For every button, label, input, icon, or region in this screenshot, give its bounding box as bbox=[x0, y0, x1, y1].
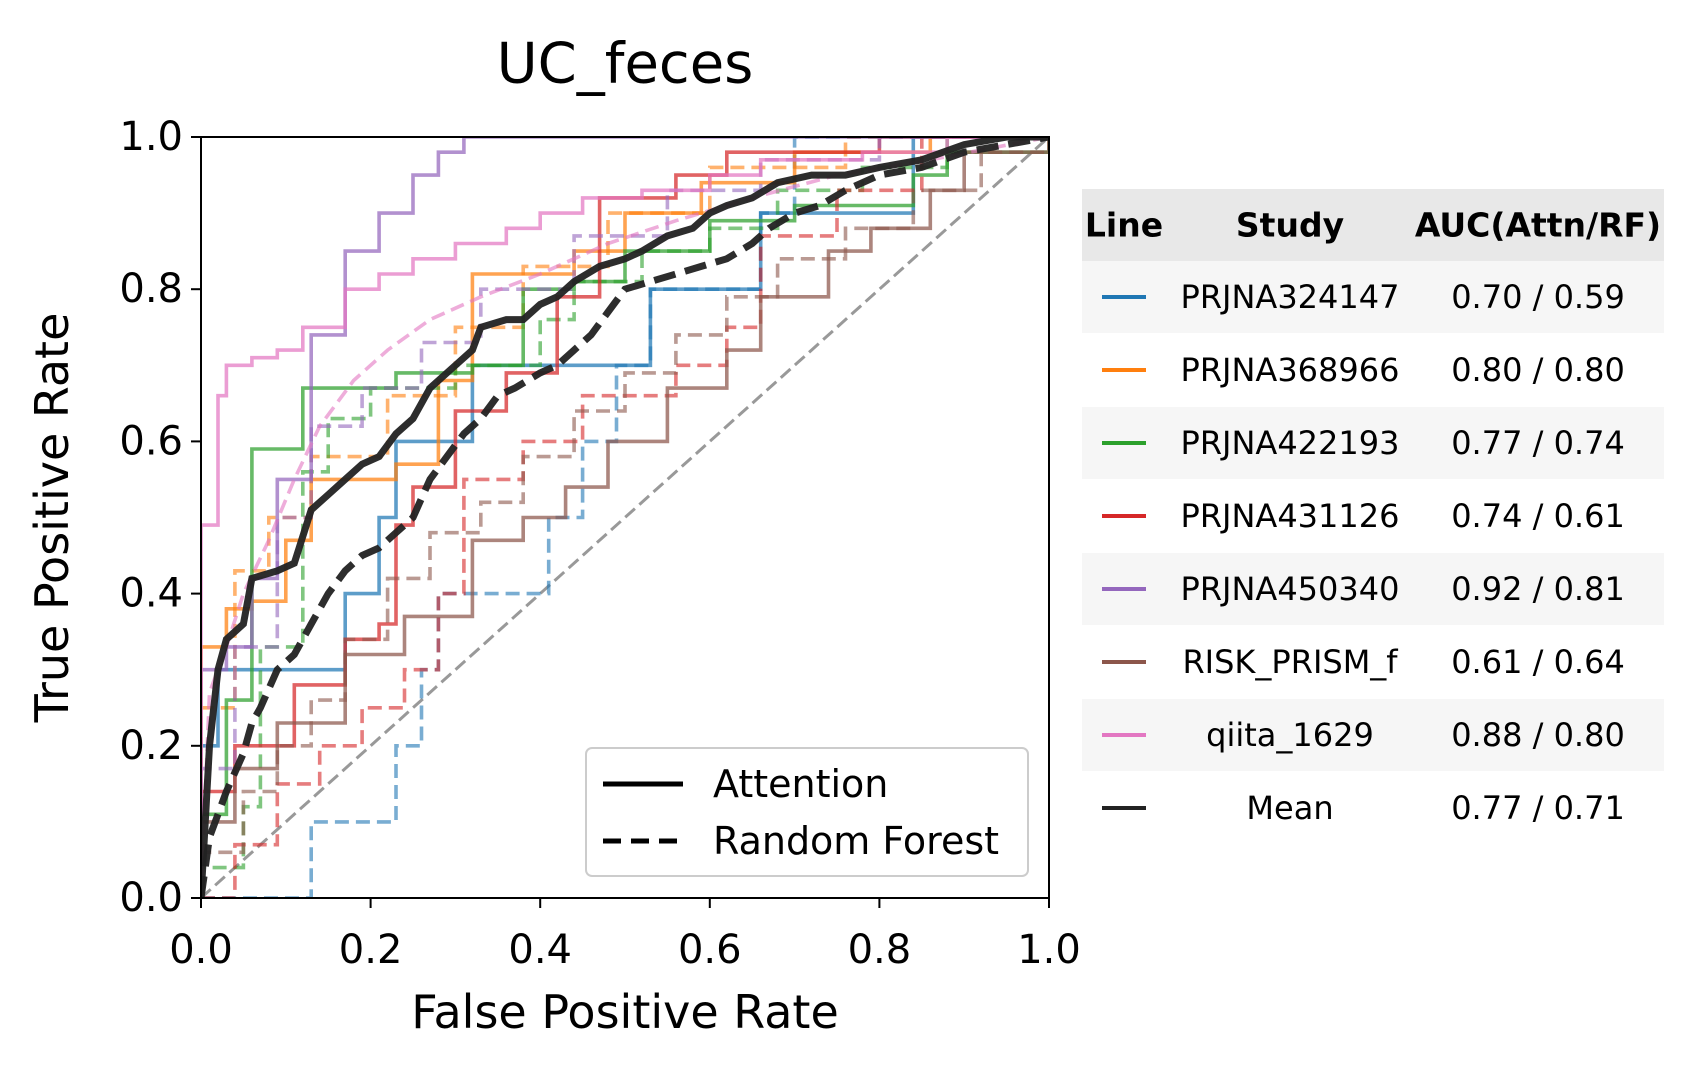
roc-curve-mean-attention bbox=[201, 137, 1049, 898]
legend-label: Random Forest bbox=[713, 819, 999, 863]
x-tick-label: 1.0 bbox=[1017, 927, 1081, 973]
table-header-cell: AUC(Attn/RF) bbox=[1415, 206, 1661, 245]
x-tick-label: 0.6 bbox=[678, 927, 742, 973]
table-auc-cell: 0.61 / 0.64 bbox=[1451, 643, 1625, 681]
y-tick-label: 1.0 bbox=[119, 114, 183, 160]
x-tick-label: 0.8 bbox=[848, 927, 912, 973]
table-auc-cell: 0.92 / 0.81 bbox=[1451, 570, 1625, 608]
table-auc-cell: 0.77 / 0.71 bbox=[1451, 789, 1625, 827]
table-row-bg bbox=[1082, 699, 1664, 771]
roc-curve-prjna431126-attention bbox=[201, 137, 1049, 898]
roc-curve-qiita-1629-random-forest bbox=[201, 137, 1049, 898]
table-auc-cell: 0.77 / 0.74 bbox=[1451, 424, 1625, 462]
table-row-bg bbox=[1082, 407, 1664, 479]
auc-table: Line Study AUC(Attn/RF) PRJNA324147 0.70 / 0… bbox=[1082, 189, 1664, 827]
y-tick-label: 0.6 bbox=[119, 418, 183, 464]
x-axis-label: False Positive Rate bbox=[411, 985, 839, 1039]
table-header-cell: Line bbox=[1085, 206, 1163, 245]
legend-frame bbox=[585, 747, 1029, 877]
y-tick-label: 0.0 bbox=[119, 875, 183, 921]
chart-title: UC_feces bbox=[497, 32, 754, 97]
table-study-cell: PRJNA324147 bbox=[1181, 278, 1400, 316]
table-study-cell: PRJNA422193 bbox=[1181, 424, 1400, 462]
table-study-cell: PRJNA431126 bbox=[1181, 497, 1400, 535]
x-tick-label: 0.2 bbox=[339, 927, 403, 973]
x-tick-label: 0.0 bbox=[169, 927, 233, 973]
table-header-cell: Study bbox=[1236, 206, 1344, 245]
table-study-cell: RISK_PRISM_f bbox=[1182, 643, 1398, 681]
x-tick-label: 0.4 bbox=[508, 927, 572, 973]
table-auc-cell: 0.88 / 0.80 bbox=[1451, 716, 1625, 754]
table-auc-cell: 0.74 / 0.61 bbox=[1451, 497, 1625, 535]
table-study-cell: PRJNA368966 bbox=[1181, 351, 1400, 389]
y-tick-label: 0.2 bbox=[119, 723, 183, 769]
roc-curve-mean-random-forest bbox=[201, 137, 1049, 898]
table-row-bg bbox=[1082, 261, 1664, 333]
y-tick-label: 0.4 bbox=[119, 571, 183, 617]
table-study-cell: PRJNA450340 bbox=[1181, 570, 1400, 608]
legend: Attention Random Forest bbox=[585, 747, 1029, 877]
curves-group bbox=[201, 137, 1049, 898]
table-auc-cell: 0.70 / 0.59 bbox=[1451, 278, 1625, 316]
table-study-cell: qiita_1629 bbox=[1206, 716, 1374, 754]
y-tick-label: 0.8 bbox=[119, 266, 183, 312]
table-header-row bbox=[1082, 189, 1664, 261]
table-row-bg bbox=[1082, 553, 1664, 625]
table-auc-cell: 0.80 / 0.80 bbox=[1451, 351, 1625, 389]
legend-label: Attention bbox=[713, 762, 888, 806]
table-study-cell: Mean bbox=[1246, 789, 1333, 827]
roc-curve-qiita-1629-attention bbox=[201, 137, 1049, 898]
roc-curve-risk-prism-f-random-forest bbox=[201, 137, 1049, 898]
axes-frame bbox=[200, 136, 1050, 899]
y-axis-label: True Positive Rate bbox=[25, 313, 79, 724]
